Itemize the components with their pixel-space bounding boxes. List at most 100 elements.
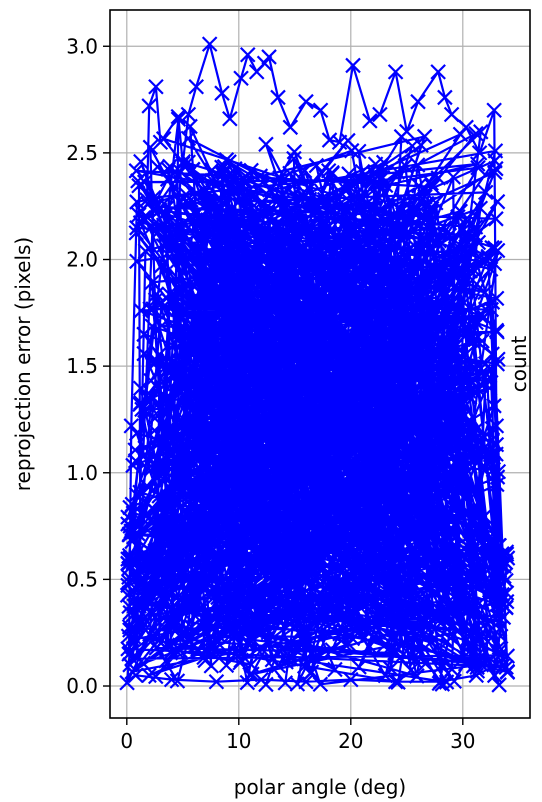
- data-point: [185, 414, 202, 431]
- data-point: [229, 544, 245, 560]
- data-point: [318, 458, 334, 475]
- data-point: [209, 634, 226, 651]
- data-point: [159, 605, 175, 622]
- data-point: [437, 316, 454, 332]
- data-point: [443, 106, 460, 123]
- data-point: [366, 394, 382, 410]
- data-point: [244, 397, 260, 413]
- data-point: [346, 282, 363, 298]
- data-point: [470, 159, 486, 176]
- data-point: [124, 650, 140, 667]
- data-point: [487, 240, 503, 256]
- data-point: [324, 259, 340, 276]
- data-point: [407, 420, 424, 437]
- data-point: [471, 595, 487, 611]
- data-point: [453, 396, 469, 412]
- data-point: [178, 636, 194, 653]
- data-point: [366, 485, 382, 502]
- data-point: [170, 111, 187, 127]
- data-point: [250, 621, 266, 638]
- data-point: [248, 608, 265, 624]
- data-point: [371, 354, 387, 371]
- data-point: [312, 102, 329, 119]
- data-point: [178, 598, 195, 614]
- data-point: [269, 281, 286, 297]
- data-point: [422, 317, 439, 333]
- data-point: [233, 191, 249, 208]
- data-point: [415, 525, 432, 541]
- data-point: [386, 306, 402, 323]
- data-point: [433, 256, 450, 272]
- data-point: [498, 593, 515, 610]
- data-point: [393, 410, 410, 426]
- data-point: [198, 397, 214, 413]
- data-point: [141, 98, 157, 114]
- data-point: [331, 134, 348, 150]
- data-point: [313, 215, 330, 232]
- data-point: [370, 350, 386, 366]
- data-point: [133, 613, 150, 629]
- data-point: [489, 193, 506, 210]
- data-point: [480, 248, 497, 265]
- data-point: [276, 299, 292, 316]
- data-point: [488, 436, 505, 453]
- data-point: [153, 257, 170, 274]
- data-point: [314, 320, 331, 337]
- data-point: [400, 500, 416, 517]
- data-point: [451, 425, 468, 441]
- data-point: [165, 365, 181, 382]
- data-point: [466, 604, 483, 620]
- data-point: [302, 665, 319, 682]
- data-point: [444, 661, 460, 678]
- data-point: [303, 249, 319, 265]
- data-point: [345, 578, 362, 595]
- data-point: [262, 236, 278, 252]
- data-point: [417, 293, 434, 309]
- data-point: [384, 609, 401, 625]
- data-point: [367, 156, 384, 172]
- data-point: [155, 217, 172, 233]
- data-point: [423, 509, 439, 526]
- data-point: [276, 267, 293, 284]
- data-point: [258, 516, 274, 533]
- data-point: [355, 244, 372, 260]
- data-point: [372, 170, 389, 186]
- data-point: [407, 653, 423, 669]
- data-point: [337, 473, 354, 490]
- data-point: [120, 555, 136, 572]
- data-point: [183, 497, 199, 513]
- data-point: [236, 526, 253, 542]
- data-point: [485, 446, 501, 463]
- data-point: [422, 634, 439, 651]
- data-point: [477, 355, 494, 372]
- data-point: [403, 479, 419, 496]
- data-point: [315, 597, 332, 614]
- data-point: [269, 564, 285, 581]
- data-point: [383, 592, 399, 609]
- data-point: [369, 282, 385, 299]
- data-point: [436, 219, 453, 236]
- data-point: [490, 463, 507, 480]
- data-point: [467, 263, 483, 279]
- data-point: [145, 356, 162, 373]
- data-point: [149, 159, 166, 175]
- data-point: [132, 484, 148, 501]
- data-point: [285, 601, 302, 618]
- data-point: [180, 154, 197, 170]
- data-point: [375, 412, 391, 429]
- data-point: [399, 467, 416, 483]
- data-point: [249, 444, 266, 460]
- data-point: [448, 416, 465, 432]
- y-tick-label: 0.5: [66, 567, 98, 591]
- data-point: [165, 493, 181, 509]
- data-point: [426, 371, 443, 388]
- data-point: [244, 200, 260, 216]
- data-point: [495, 609, 512, 626]
- data-point: [421, 384, 438, 400]
- data-point: [458, 119, 474, 136]
- data-point: [290, 274, 306, 290]
- data-point: [245, 310, 261, 327]
- data-point: [159, 637, 176, 653]
- data-point: [265, 545, 281, 561]
- data-point: [439, 367, 455, 384]
